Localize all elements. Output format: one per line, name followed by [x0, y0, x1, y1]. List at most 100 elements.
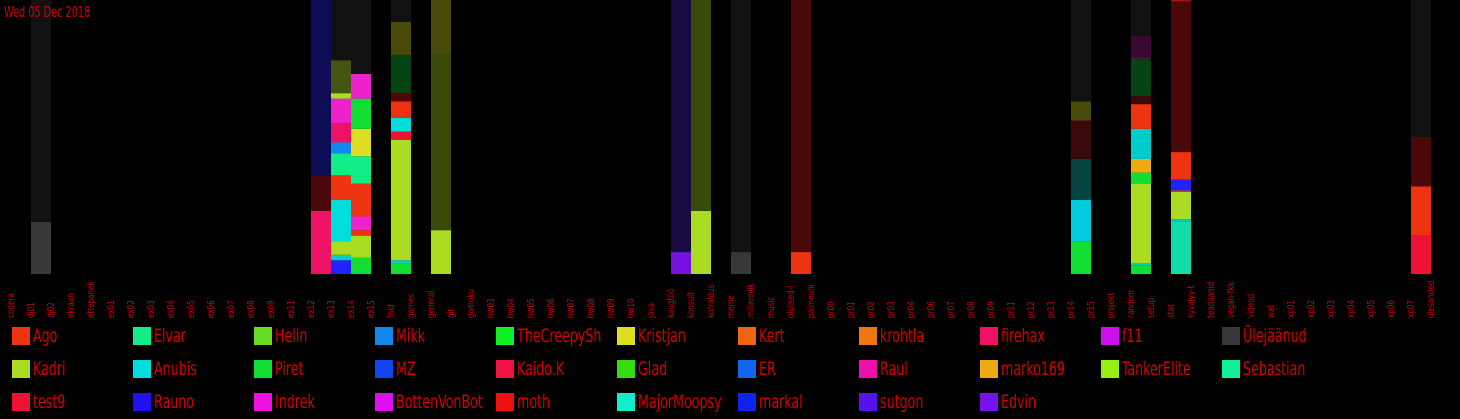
legend-swatch — [254, 360, 272, 378]
legend-label: firehax — [1001, 325, 1045, 347]
legend-swatch — [12, 327, 30, 345]
x-tick-label: pr02 — [866, 301, 877, 318]
x-tick-label: ex02 — [126, 300, 137, 318]
x-tick-label: hw10 — [626, 298, 637, 318]
legend-label: Ago — [33, 325, 58, 347]
legend-item: Indrek — [254, 391, 329, 413]
x-tick-label: ex12 — [306, 300, 317, 318]
x-tick-label: videod — [1246, 293, 1257, 318]
x-tick-label: pr14 — [1066, 301, 1077, 318]
x-tick-label: pr08 — [966, 301, 977, 318]
legend-item: firehax — [980, 325, 1060, 347]
legend-swatch — [133, 360, 151, 378]
bar-segment-fnid-9 — [391, 0, 411, 22]
x-tick-label: ex15 — [366, 300, 377, 318]
bar-segment-general-0 — [431, 230, 451, 274]
bar-segment-pr14-3 — [1071, 120, 1091, 159]
legend-item: Helin — [254, 325, 319, 347]
bar-segment-fnid-8 — [391, 21, 411, 55]
legend-label: Helin — [275, 325, 308, 347]
legend-item: ER — [738, 358, 782, 380]
legend-swatch — [980, 327, 998, 345]
legend-item: Glad — [617, 358, 677, 380]
legend-swatch — [1101, 360, 1119, 378]
legend-item: krohtla — [859, 325, 940, 347]
x-tick-label: ekraan — [66, 293, 77, 318]
bar-segment-random-5 — [1131, 128, 1151, 159]
legend-swatch — [254, 393, 272, 411]
legend-label: Kadri — [33, 358, 66, 380]
legend-swatch — [496, 327, 514, 345]
bar-segment-stat-1 — [1171, 219, 1191, 222]
bar-segment-ex12-1 — [311, 175, 331, 211]
legend-item: test9 — [12, 391, 77, 413]
bar-segment-kaugtöö-0 — [671, 252, 691, 274]
bar-segment-random-8 — [1131, 60, 1151, 96]
legend-label: marko169 — [1001, 358, 1065, 380]
bar-segment-fnid-0 — [391, 263, 411, 274]
bar-segment-random-11 — [1131, 0, 1151, 36]
legend-item: BottenVonBot — [375, 391, 513, 413]
x-tick-label: pr11 — [1006, 301, 1017, 318]
bar-segment-random-7 — [1131, 95, 1151, 105]
legend-swatch — [375, 393, 393, 411]
x-tick-label: pr04 — [906, 301, 917, 318]
bar-segment-random-3 — [1131, 172, 1151, 184]
bar-segment-general-2 — [431, 0, 451, 55]
x-tick-label: ex07 — [226, 300, 237, 318]
legend-swatch — [980, 393, 998, 411]
x-tick-label: pr01 — [846, 301, 857, 318]
x-tick-label: pr13 — [1046, 301, 1057, 318]
legend-item: f11 — [1101, 325, 1150, 347]
x-tick-label: xp02 — [1306, 300, 1317, 318]
legend-item: Kadri — [12, 358, 77, 380]
x-tick-label: teadaanid — [1206, 281, 1217, 318]
bar-segment-ex13-2 — [331, 241, 351, 255]
legend-swatch — [254, 327, 272, 345]
legend-item: Rauno — [133, 391, 208, 413]
x-tick-label: kaugtöö — [666, 288, 677, 318]
x-tick-label: random — [1126, 290, 1137, 318]
bar-segment-xp07-3 — [1411, 0, 1431, 137]
x-tick-label: hw06 — [546, 298, 557, 318]
bar-segment-stat-2 — [1171, 191, 1191, 220]
bar-segment-stat-7 — [1171, 0, 1191, 2]
bar-segment-pr14-1 — [1071, 200, 1091, 242]
legend-swatch — [617, 360, 635, 378]
legend-label: ER — [759, 358, 776, 380]
x-tick-label: ex04 — [166, 300, 177, 318]
bar-segment-random-10 — [1131, 35, 1151, 58]
bar-segment-fnid-4 — [391, 117, 411, 132]
bar-segment-pr14-5 — [1071, 0, 1091, 102]
legend-swatch — [617, 393, 635, 411]
bar-segment-ex13-1 — [331, 254, 351, 261]
legend-label: Ülejäänud — [1243, 325, 1307, 347]
x-tick-label: general — [426, 290, 437, 318]
x-tick-label: vegan-tkk — [1226, 282, 1237, 318]
x-tick-label: pr12 — [1026, 301, 1037, 318]
x-tick-label: olulised-l — [786, 285, 797, 318]
x-tick-label: xp03 — [1326, 300, 1337, 318]
bar-segment-ex14-6 — [351, 128, 371, 157]
bar-segment-meme-0 — [731, 252, 751, 274]
legend-item: Kaido.K — [496, 358, 581, 380]
x-tick-label: hw09 — [606, 298, 617, 318]
bar-segment-meme-1 — [731, 0, 751, 253]
bar-segment-fnid-6 — [391, 93, 411, 102]
x-tick-label: xp01 — [1286, 300, 1297, 318]
legend-label: Edvin — [1001, 391, 1037, 413]
x-tick-label: pr09 — [986, 301, 997, 318]
legend-swatch — [617, 327, 635, 345]
bar-segment-ex13-6 — [331, 142, 351, 154]
legend-label: Glad — [638, 358, 668, 380]
bar-segment-stat-5 — [1171, 152, 1191, 180]
legend-item: moth — [496, 391, 562, 413]
x-tick-label: syvajyy-t — [1186, 285, 1197, 318]
bar-segment-xp07-1 — [1411, 186, 1431, 236]
x-tick-label: ex13 — [326, 300, 337, 318]
legend-label: MZ — [396, 358, 416, 380]
x-tick-label: ex14 — [346, 300, 357, 318]
x-tick-label: pr06 — [926, 301, 937, 318]
bar-segment-ex14-1 — [351, 235, 371, 258]
legend-item: MZ — [375, 358, 422, 380]
